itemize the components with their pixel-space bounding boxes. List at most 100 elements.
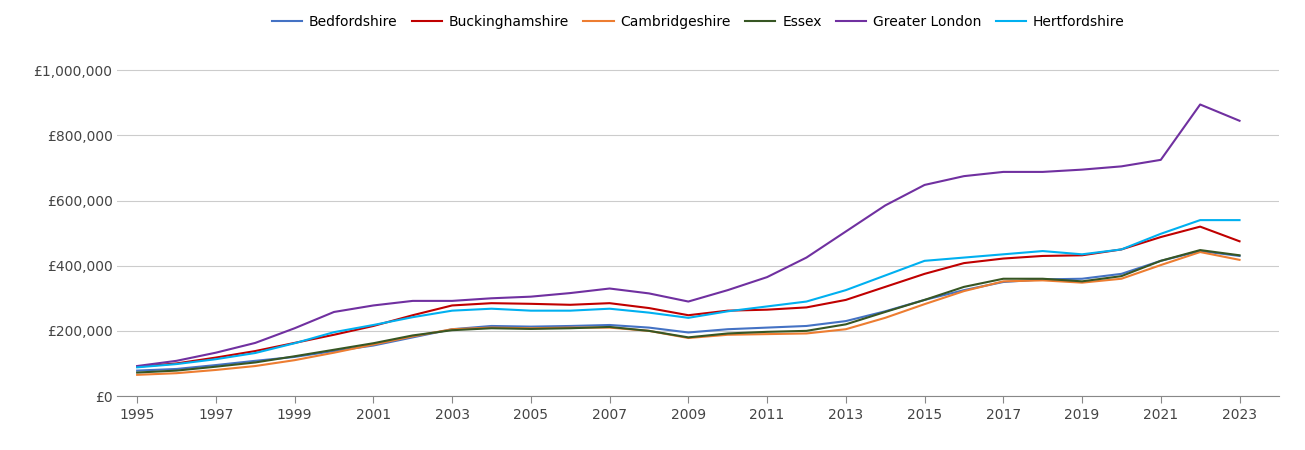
- Buckinghamshire: [326, 332, 342, 338]
- Hertfordshire: [641, 310, 656, 315]
- Buckinghamshire: [1113, 247, 1129, 252]
- Cambridgeshire: [602, 325, 617, 330]
- Bedfordshire: [680, 330, 696, 335]
- Buckinghamshire: [287, 340, 303, 346]
- Hertfordshire: [680, 315, 696, 320]
- Cambridgeshire: [1232, 257, 1248, 262]
- Hertfordshire: [484, 306, 500, 311]
- Buckinghamshire: [602, 301, 617, 306]
- Essex: [326, 347, 342, 352]
- Essex: [720, 331, 736, 336]
- Greater London: [562, 290, 578, 296]
- Greater London: [760, 274, 775, 280]
- Bedfordshire: [799, 323, 814, 328]
- Hertfordshire: [1113, 247, 1129, 252]
- Greater London: [1035, 169, 1051, 175]
- Cambridgeshire: [877, 315, 893, 320]
- Cambridgeshire: [799, 331, 814, 336]
- Essex: [1074, 279, 1090, 284]
- Essex: [680, 335, 696, 340]
- Bedfordshire: [916, 297, 932, 302]
- Buckinghamshire: [444, 303, 459, 308]
- Bedfordshire: [1113, 271, 1129, 277]
- Essex: [1232, 252, 1248, 258]
- Essex: [957, 284, 972, 290]
- Buckinghamshire: [484, 301, 500, 306]
- Buckinghamshire: [1035, 253, 1051, 259]
- Greater London: [1152, 157, 1168, 162]
- Bedfordshire: [287, 354, 303, 360]
- Essex: [523, 326, 539, 332]
- Cambridgeshire: [1152, 262, 1168, 268]
- Buckinghamshire: [207, 355, 223, 360]
- Buckinghamshire: [1193, 224, 1208, 230]
- Essex: [1035, 276, 1051, 281]
- Greater London: [916, 182, 932, 188]
- Greater London: [248, 340, 264, 346]
- Cambridgeshire: [523, 325, 539, 331]
- Bedfordshire: [168, 366, 184, 372]
- Essex: [799, 328, 814, 333]
- Cambridgeshire: [760, 331, 775, 337]
- Buckinghamshire: [996, 256, 1011, 261]
- Greater London: [957, 173, 972, 179]
- Line: Essex: Essex: [137, 250, 1240, 373]
- Greater London: [129, 363, 145, 369]
- Greater London: [405, 298, 420, 304]
- Cambridgeshire: [1193, 249, 1208, 255]
- Greater London: [444, 298, 459, 304]
- Buckinghamshire: [838, 297, 853, 302]
- Bedfordshire: [1035, 277, 1051, 282]
- Essex: [562, 325, 578, 331]
- Cambridgeshire: [996, 279, 1011, 284]
- Essex: [484, 325, 500, 331]
- Hertfordshire: [760, 304, 775, 309]
- Buckinghamshire: [760, 307, 775, 312]
- Buckinghamshire: [129, 364, 145, 369]
- Buckinghamshire: [680, 312, 696, 318]
- Bedfordshire: [248, 358, 264, 364]
- Legend: Bedfordshire, Buckinghamshire, Cambridgeshire, Essex, Greater London, Hertfordsh: Bedfordshire, Buckinghamshire, Cambridge…: [266, 9, 1130, 35]
- Essex: [641, 328, 656, 333]
- Bedfordshire: [996, 279, 1011, 285]
- Buckinghamshire: [248, 348, 264, 354]
- Greater London: [680, 299, 696, 304]
- Greater London: [484, 296, 500, 301]
- Buckinghamshire: [168, 361, 184, 366]
- Greater London: [877, 203, 893, 208]
- Essex: [207, 364, 223, 369]
- Cambridgeshire: [287, 357, 303, 363]
- Greater London: [1074, 167, 1090, 172]
- Greater London: [799, 255, 814, 260]
- Line: Bedfordshire: Bedfordshire: [137, 251, 1240, 371]
- Greater London: [326, 309, 342, 315]
- Buckinghamshire: [523, 301, 539, 306]
- Hertfordshire: [799, 299, 814, 304]
- Cambridgeshire: [838, 327, 853, 332]
- Greater London: [1193, 102, 1208, 107]
- Essex: [1152, 258, 1168, 264]
- Cambridgeshire: [248, 363, 264, 369]
- Hertfordshire: [1035, 248, 1051, 254]
- Hertfordshire: [720, 309, 736, 314]
- Bedfordshire: [207, 362, 223, 368]
- Buckinghamshire: [1232, 238, 1248, 244]
- Greater London: [1232, 118, 1248, 123]
- Hertfordshire: [444, 308, 459, 313]
- Line: Buckinghamshire: Buckinghamshire: [137, 227, 1240, 367]
- Bedfordshire: [1074, 276, 1090, 281]
- Cambridgeshire: [641, 328, 656, 333]
- Line: Cambridgeshire: Cambridgeshire: [137, 252, 1240, 375]
- Bedfordshire: [365, 343, 381, 348]
- Hertfordshire: [168, 361, 184, 367]
- Bedfordshire: [562, 323, 578, 328]
- Hertfordshire: [1152, 231, 1168, 237]
- Hertfordshire: [996, 252, 1011, 257]
- Bedfordshire: [838, 319, 853, 324]
- Hertfordshire: [287, 341, 303, 346]
- Cambridgeshire: [1074, 280, 1090, 285]
- Cambridgeshire: [916, 302, 932, 307]
- Essex: [1113, 274, 1129, 279]
- Bedfordshire: [957, 288, 972, 293]
- Essex: [287, 354, 303, 359]
